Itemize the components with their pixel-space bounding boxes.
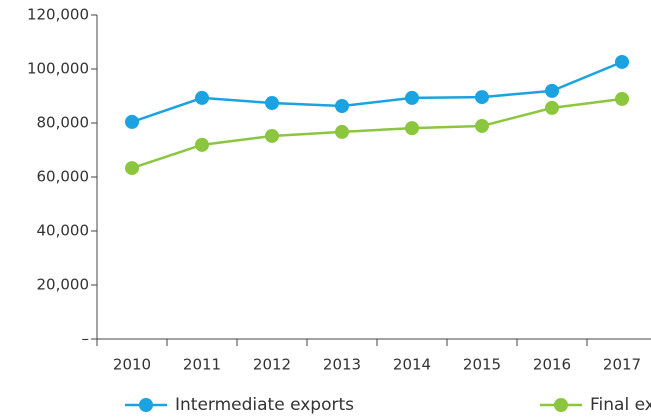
x-tick-label: 2010	[113, 356, 151, 374]
y-tick-label: 100,000	[27, 60, 89, 78]
point	[475, 90, 489, 105]
point	[265, 128, 279, 143]
point	[195, 137, 209, 152]
y-tick-label: 40,000	[37, 222, 90, 240]
y-tick-label: 20,000	[37, 276, 90, 294]
x-tick-label: 2014	[393, 356, 431, 374]
y-tick-label: 120,000	[27, 6, 89, 24]
legend-marker	[554, 398, 568, 412]
point	[125, 161, 139, 176]
x-tick-label: 2012	[253, 356, 291, 374]
point	[405, 121, 419, 136]
y-tick-label: 80,000	[37, 114, 90, 132]
x-tick-label: 2015	[463, 356, 501, 374]
point	[615, 54, 629, 69]
legend-label: Final exports	[590, 395, 651, 415]
series-line	[131, 97, 623, 170]
legend-marker	[139, 398, 153, 412]
legend-label: Intermediate exports	[175, 395, 354, 415]
point	[545, 83, 559, 98]
x-tick-label: 2011	[183, 356, 221, 374]
x-tick-label: 2017	[603, 356, 641, 374]
x-tick-label: 2016	[533, 356, 571, 374]
point	[545, 100, 559, 115]
point	[125, 114, 139, 129]
series-line	[131, 60, 623, 124]
y-tick-label: –	[82, 330, 90, 348]
point	[195, 90, 209, 105]
point	[405, 90, 419, 105]
point	[335, 124, 349, 139]
point	[475, 118, 489, 133]
point	[265, 96, 279, 111]
x-tick-label: 2013	[323, 356, 361, 374]
point	[335, 98, 349, 113]
point	[615, 91, 629, 106]
y-tick-label: 60,000	[37, 168, 90, 186]
